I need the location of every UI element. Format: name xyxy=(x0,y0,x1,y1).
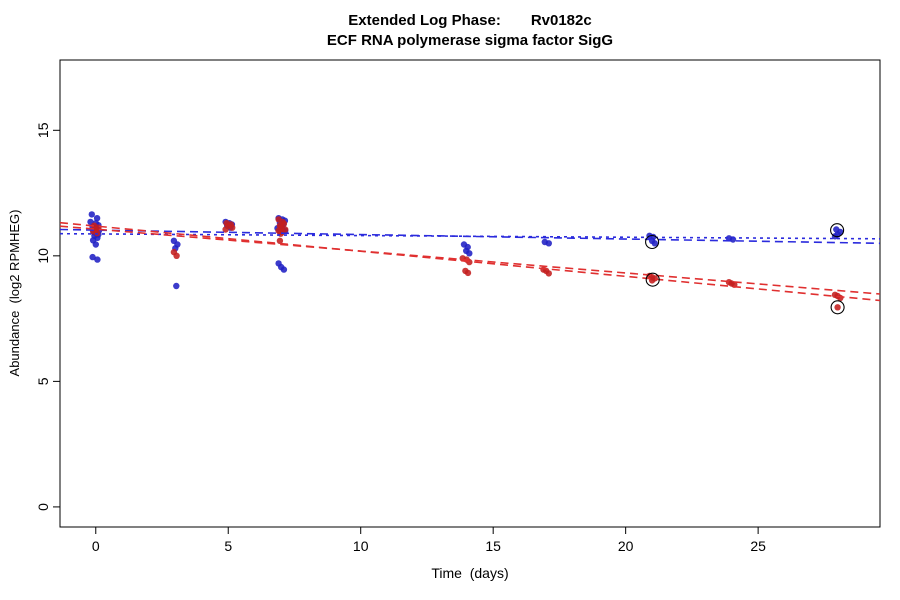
chart-subtitle: ECF RNA polymerase sigma factor SigG xyxy=(326,32,614,49)
red-series-point xyxy=(834,304,841,311)
circled-point-marker xyxy=(645,234,660,250)
x-tick-label: 0 xyxy=(92,538,100,554)
x-tick-label: 5 xyxy=(224,538,232,554)
y-tick-label: 10 xyxy=(35,248,51,264)
red-series-point xyxy=(173,252,180,259)
red-series-point xyxy=(464,269,472,277)
x-tick-label: 15 xyxy=(485,538,501,554)
x-axis-label: Time (days) xyxy=(431,565,509,581)
title-gene-id: Rv0182c xyxy=(530,12,592,29)
x-tick-label: 20 xyxy=(618,538,634,554)
x-tick-label: 25 xyxy=(750,538,766,554)
blue-series-point xyxy=(89,253,96,261)
blue-series-point xyxy=(93,215,101,222)
circled-point-marker xyxy=(830,223,845,238)
y-tick-label: 15 xyxy=(35,122,51,138)
red-series-point xyxy=(222,226,229,233)
plot-box xyxy=(59,59,881,528)
y-axis-label: Abundance (log2 RPMHEG) xyxy=(7,209,22,377)
red-series-point xyxy=(229,224,236,231)
red-series-point xyxy=(545,270,552,277)
red-series-point xyxy=(276,237,284,244)
blue-series-point xyxy=(88,211,96,218)
blue-trend-line xyxy=(59,228,881,245)
blue-series-point xyxy=(545,240,552,247)
blue-series-point xyxy=(280,266,288,273)
circled-point-marker xyxy=(645,272,660,287)
y-tick-label: 0 xyxy=(35,503,51,511)
blue-series-point xyxy=(94,256,101,263)
red-trend-line xyxy=(59,225,881,295)
red-trend-line xyxy=(59,221,881,302)
x-tick-label: 10 xyxy=(353,538,369,554)
title-phase-label: Extended Log Phase: xyxy=(348,12,501,29)
y-tick-label: 5 xyxy=(35,377,51,385)
blue-series-point xyxy=(466,250,473,257)
red-series-point xyxy=(648,277,656,284)
chart-title: Extended Log Phase: Rv0182c xyxy=(60,12,880,29)
circled-point-marker xyxy=(830,300,845,315)
blue-series-point xyxy=(651,240,658,247)
blue-series-point xyxy=(173,282,180,290)
blue-series-point xyxy=(92,241,100,248)
